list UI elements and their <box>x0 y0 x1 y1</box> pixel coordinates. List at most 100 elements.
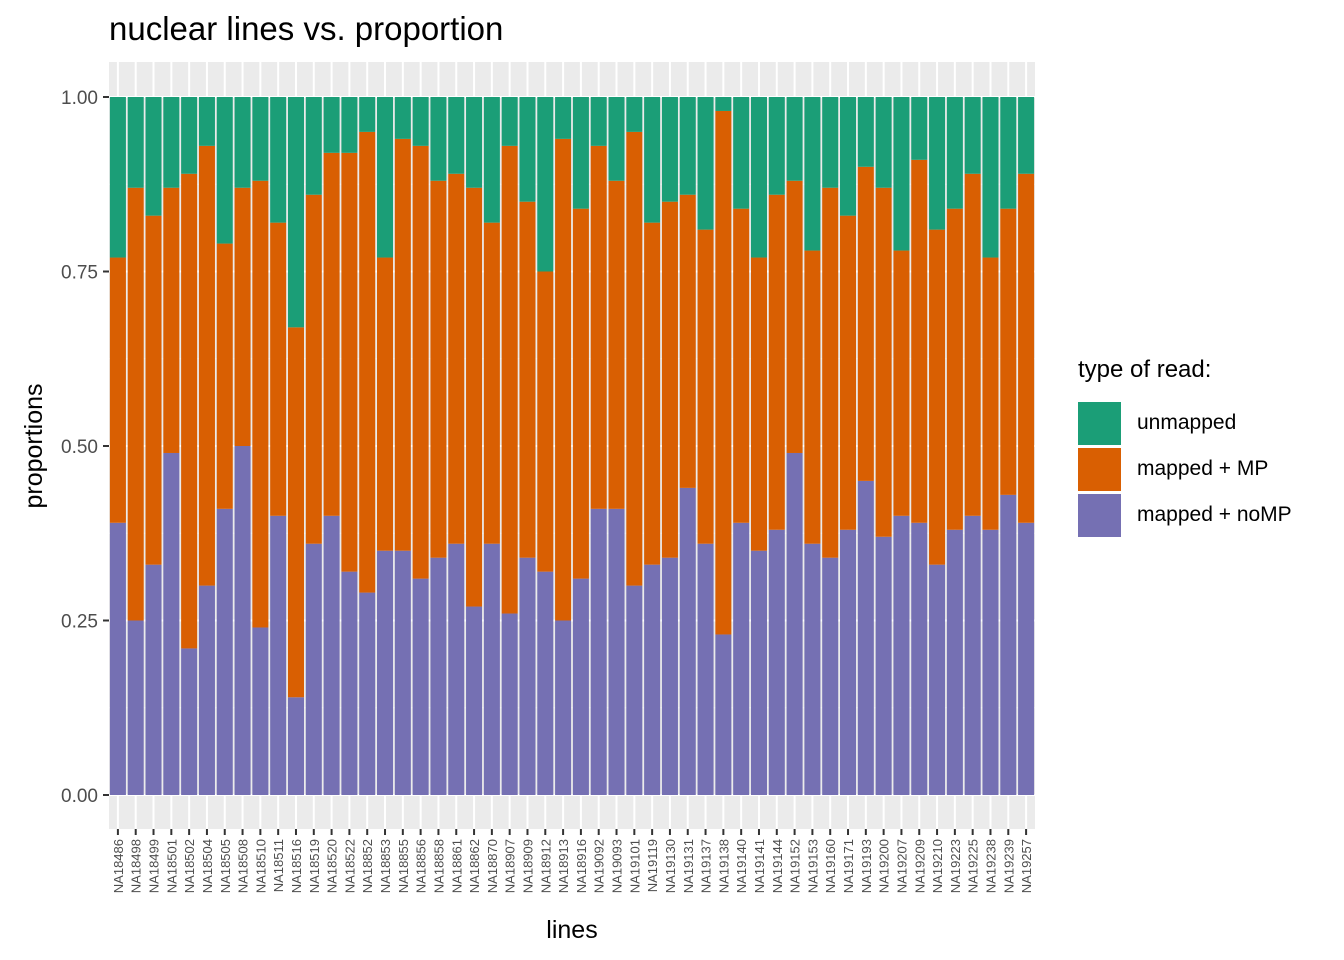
x-tick-label: NA18516 <box>289 839 304 893</box>
x-tick-label: NA18501 <box>164 839 179 893</box>
x-tick-label: NA18486 <box>111 839 126 893</box>
bar-unmapped-na18505 <box>216 97 233 244</box>
x-tick-label: NA19225 <box>966 839 981 893</box>
bar-mapped-nomp-na18516 <box>287 697 304 795</box>
bar-mapped-nomp-na19119 <box>644 564 661 795</box>
bar-mapped-nomp-na18498 <box>127 620 144 795</box>
bar-mapped-mp-na18520 <box>323 152 340 516</box>
bar-unmapped-na19160 <box>822 97 839 188</box>
bar-unmapped-na19171 <box>840 97 857 216</box>
bar-mapped-nomp-na18510 <box>252 627 269 795</box>
bar-unmapped-na18912 <box>537 97 554 272</box>
bar-mapped-nomp-na19137 <box>697 543 714 795</box>
x-tick-label: NA19152 <box>788 839 803 893</box>
x-tick-label: NA18499 <box>147 839 162 893</box>
bar-mapped-mp-na19131 <box>679 194 696 488</box>
bar-unmapped-na19193 <box>857 97 874 167</box>
bar-mapped-nomp-na18520 <box>323 515 340 795</box>
bar-mapped-nomp-na18907 <box>501 613 518 795</box>
x-tick-label: NA18907 <box>503 839 518 893</box>
x-tick-label: NA18855 <box>396 839 411 893</box>
bar-unmapped-na19209 <box>911 97 928 160</box>
bar-mapped-mp-na19101 <box>626 131 643 586</box>
bar-mapped-nomp-na18870 <box>483 543 500 795</box>
bar-mapped-nomp-na18508 <box>234 446 251 795</box>
y-tick-label: 0.25 <box>61 612 98 633</box>
bar-mapped-nomp-na18913 <box>555 620 572 795</box>
x-tick-label: NA19144 <box>770 839 785 893</box>
x-tick-label: NA18504 <box>200 839 215 893</box>
bar-mapped-mp-na18858 <box>430 180 447 558</box>
x-tick-label: NA19092 <box>592 839 607 893</box>
bar-unmapped-na18856 <box>412 97 429 146</box>
bar-mapped-nomp-na18916 <box>572 578 589 795</box>
x-tick-label: NA19140 <box>734 839 749 893</box>
bar-mapped-nomp-na18499 <box>145 564 162 795</box>
bar-mapped-mp-na19093 <box>608 180 625 509</box>
bar-unmapped-na19225 <box>964 97 981 174</box>
bar-unmapped-na18855 <box>394 97 411 139</box>
bar-mapped-nomp-na19131 <box>679 487 696 795</box>
bar-unmapped-na18520 <box>323 97 340 153</box>
bar-mapped-mp-na19152 <box>786 180 803 453</box>
y-tick-label: 0.50 <box>61 437 98 458</box>
bar-mapped-mp-na19160 <box>822 187 839 558</box>
bar-mapped-mp-na19223 <box>946 208 963 530</box>
x-tick-label: NA19093 <box>610 839 625 893</box>
bar-mapped-mp-na18852 <box>359 131 376 593</box>
bar-mapped-nomp-na18501 <box>163 452 180 795</box>
bar-mapped-mp-na18499 <box>145 215 162 565</box>
bar-mapped-mp-na18522 <box>341 152 358 572</box>
bar-mapped-nomp-na19207 <box>893 515 910 795</box>
x-tick-label: NA19223 <box>948 839 963 893</box>
x-tick-label: NA19119 <box>645 839 660 892</box>
bar-mapped-nomp-na19152 <box>786 452 803 795</box>
legend-key-mapped-nomp <box>1078 493 1121 537</box>
bar-mapped-mp-na18511 <box>270 222 287 516</box>
bar-mapped-nomp-na18486 <box>109 522 126 795</box>
bar-unmapped-na18870 <box>483 97 500 223</box>
x-tick-label: NA18870 <box>485 839 500 893</box>
x-tick-label: NA18853 <box>378 839 393 893</box>
bar-unmapped-na19138 <box>715 97 732 111</box>
bar-mapped-nomp-na18504 <box>198 585 215 795</box>
bar-mapped-nomp-na19144 <box>768 529 785 795</box>
bar-unmapped-na19101 <box>626 97 643 132</box>
bar-mapped-mp-na19130 <box>661 201 678 558</box>
bar-mapped-nomp-na19238 <box>982 529 999 795</box>
bar-unmapped-na19239 <box>1000 97 1017 209</box>
x-tick-label: NA19153 <box>805 839 820 893</box>
bar-unmapped-na19144 <box>768 97 785 195</box>
bar-mapped-nomp-na18912 <box>537 571 554 795</box>
bar-mapped-nomp-na19193 <box>857 480 874 795</box>
legend: type of read: unmapped mapped + MP mappe… <box>1078 356 1292 538</box>
bar-mapped-nomp-na19160 <box>822 557 839 795</box>
bar-unmapped-na19153 <box>804 97 821 251</box>
x-tick-label: NA19141 <box>752 839 767 893</box>
bar-mapped-nomp-na19141 <box>750 550 767 795</box>
bar-mapped-nomp-na18909 <box>519 557 536 795</box>
bar-mapped-nomp-na19257 <box>1018 522 1035 795</box>
bar-mapped-mp-na19140 <box>733 208 750 523</box>
x-tick-label: NA19209 <box>912 839 927 893</box>
bar-mapped-mp-na19153 <box>804 250 821 544</box>
x-tick-label: NA19238 <box>983 839 998 893</box>
bar-mapped-mp-na18870 <box>483 222 500 544</box>
bar-unmapped-na18502 <box>181 97 198 174</box>
bar-mapped-mp-na18486 <box>109 257 126 523</box>
x-tick-label: NA19257 <box>1019 839 1034 893</box>
bar-mapped-nomp-na19140 <box>733 522 750 795</box>
x-tick-label: NA18909 <box>520 839 535 893</box>
bar-mapped-mp-na19257 <box>1018 173 1035 523</box>
bar-mapped-mp-na18861 <box>448 173 465 544</box>
x-tick-label: NA18508 <box>236 839 251 893</box>
bar-unmapped-na18519 <box>305 97 322 195</box>
bar-mapped-mp-na18913 <box>555 138 572 621</box>
bar-mapped-nomp-na18522 <box>341 571 358 795</box>
bar-mapped-nomp-na19210 <box>929 564 946 795</box>
x-tick-label: NA19137 <box>699 839 714 893</box>
bar-mapped-nomp-na18856 <box>412 578 429 795</box>
bar-mapped-mp-na19225 <box>964 173 981 516</box>
bar-mapped-mp-na18505 <box>216 243 233 509</box>
bar-unmapped-na18522 <box>341 97 358 153</box>
